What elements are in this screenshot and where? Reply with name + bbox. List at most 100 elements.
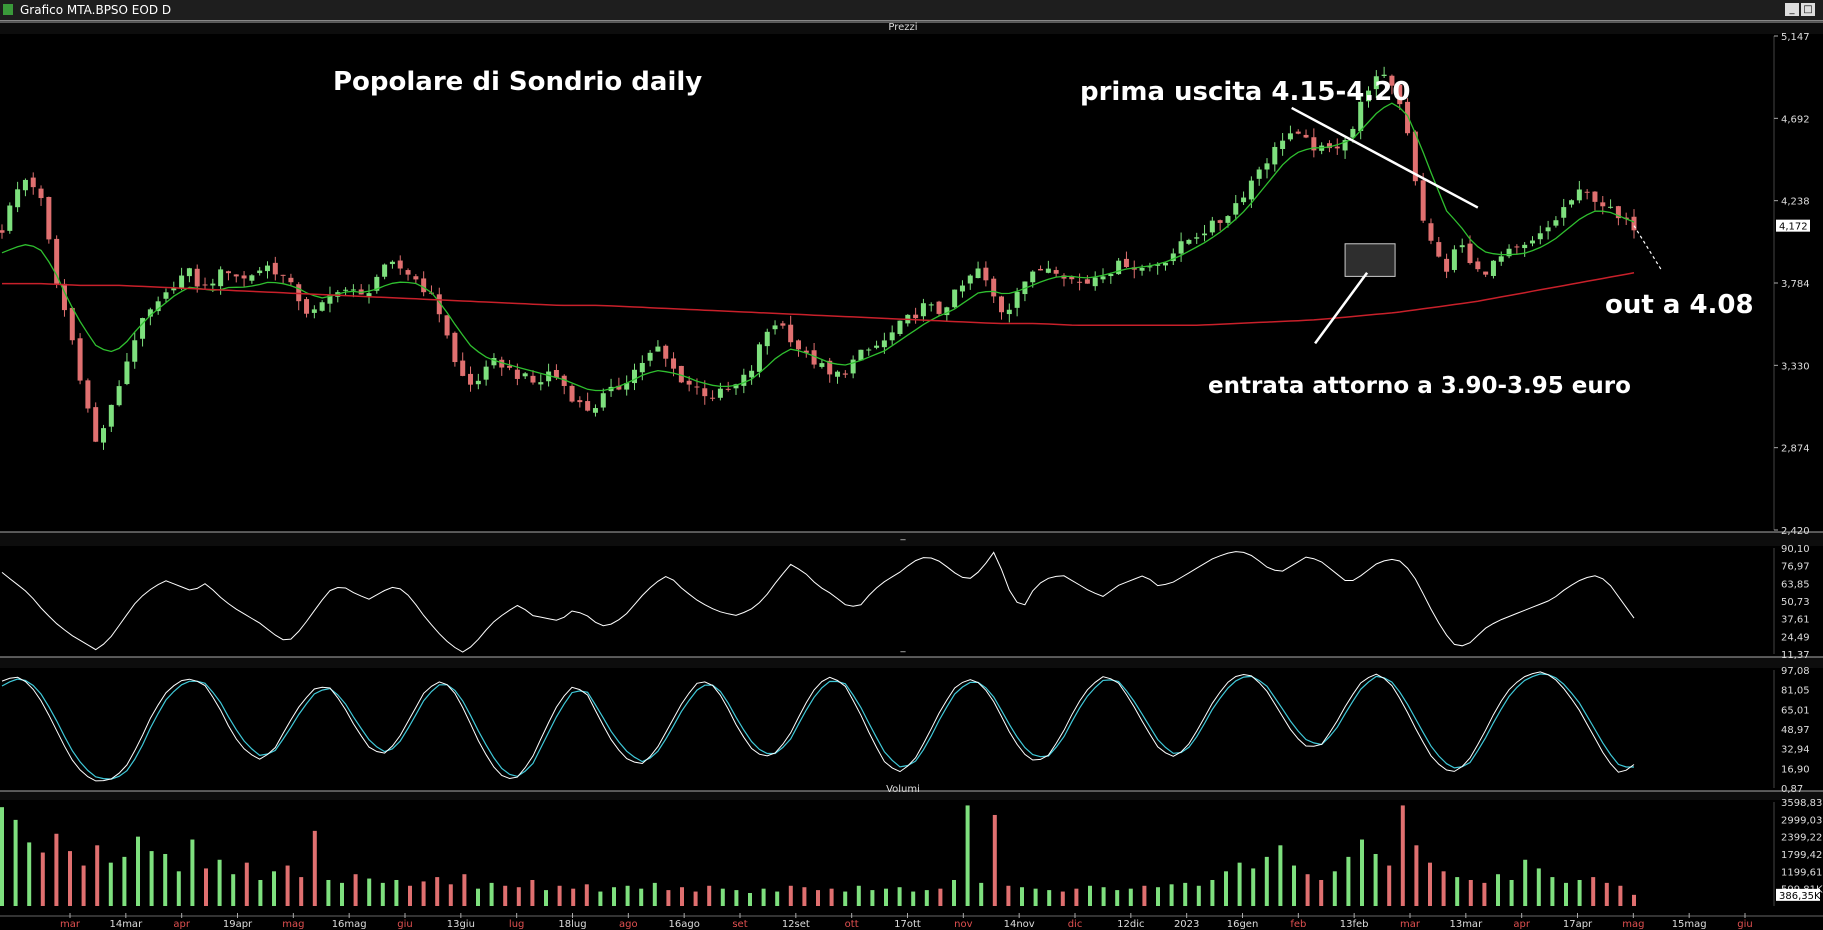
volume-bar — [1482, 882, 1487, 906]
time-tick-label: feb — [1290, 919, 1306, 930]
candle-body — [1108, 274, 1114, 277]
last-volume-label: 386,35K — [1779, 891, 1821, 902]
candle-body — [616, 385, 622, 390]
candle-body — [866, 349, 872, 351]
candle-body — [975, 268, 981, 279]
candle-body — [1334, 146, 1340, 149]
time-tick-label: 13feb — [1340, 919, 1369, 930]
volume-bar — [1251, 868, 1256, 906]
volume-bar — [204, 868, 208, 906]
time-tick-label: ago — [619, 919, 638, 930]
time-tick-label: nov — [954, 919, 972, 930]
time-tick-label: ott — [845, 919, 859, 930]
minimize-button[interactable]: _ — [1785, 3, 1799, 16]
volume-bar — [503, 885, 508, 906]
candle-body — [1576, 189, 1582, 201]
volume-bar — [992, 814, 997, 906]
time-tick-label: mag — [282, 919, 304, 930]
candle-body — [499, 359, 505, 368]
candle-body — [1561, 207, 1567, 218]
candle-body — [827, 360, 833, 375]
volume-bar — [0, 807, 4, 906]
last-price-label: 4,172 — [1779, 222, 1808, 233]
candle-body — [405, 270, 411, 275]
candle-body — [671, 358, 677, 369]
candle-body — [1287, 133, 1293, 140]
time-tick-label: lug — [509, 919, 524, 930]
stoch-tick-label: 16,90 — [1781, 764, 1810, 775]
volume-bar — [897, 887, 902, 906]
time-tick-label: 12set — [782, 919, 810, 930]
candle-body — [1358, 101, 1364, 132]
volume-bar — [843, 891, 848, 906]
price-header — [0, 22, 1823, 34]
candle-body — [225, 271, 231, 274]
time-tick-label: giu — [397, 919, 412, 930]
rsi-panel-label: _ — [900, 530, 907, 541]
candle-body — [1295, 131, 1301, 134]
candle-body — [1100, 276, 1106, 280]
rsi-header — [0, 532, 1823, 546]
candle-body — [1506, 248, 1512, 257]
volume-bar — [802, 887, 807, 906]
candle-body — [1444, 258, 1450, 272]
volume-bar — [462, 874, 467, 906]
volume-bar — [1156, 887, 1160, 906]
entry-box — [1344, 243, 1396, 277]
volume-bar — [1292, 865, 1296, 906]
volume-bar — [1373, 853, 1378, 906]
candle-body — [624, 383, 630, 390]
volume-bar — [489, 882, 494, 906]
candle-body — [233, 274, 239, 277]
volume-bar — [1020, 887, 1024, 906]
time-tick-label: 16mag — [332, 919, 367, 930]
candle-body — [468, 373, 474, 385]
candle-body — [561, 375, 567, 386]
candle-body — [1483, 271, 1489, 275]
candle-body — [569, 385, 575, 402]
exit-trendline — [1291, 106, 1479, 209]
candle-body — [631, 369, 637, 384]
candle-body — [1069, 276, 1075, 280]
rsi-tick-label: 63,85 — [1781, 579, 1810, 590]
volume-bar — [1441, 871, 1446, 906]
volume-bar — [598, 891, 603, 906]
volume-bar — [190, 839, 195, 906]
candle-body — [1147, 266, 1153, 268]
candle-body — [999, 296, 1005, 313]
volume-bar — [1550, 877, 1555, 906]
stochastic-signal-line — [1, 673, 1634, 780]
price-tick-label: 2,874 — [1781, 444, 1810, 455]
candle-body — [319, 302, 325, 311]
volume-bar — [1142, 885, 1147, 906]
candle-body — [22, 179, 28, 191]
maximize-button[interactable]: □ — [1801, 3, 1815, 16]
time-tick-label: apr — [173, 919, 190, 930]
volume-bar — [40, 852, 45, 906]
volume-bar — [1319, 879, 1324, 906]
volume-tick-label: 2399,22K — [1781, 833, 1823, 844]
candle-body — [140, 318, 146, 339]
volume-bar — [435, 877, 440, 906]
candle-body — [546, 371, 552, 382]
time-tick-label: 13giu — [447, 919, 475, 930]
candle-body — [1326, 143, 1332, 149]
volume-bar — [1278, 845, 1283, 906]
candle-body — [850, 359, 856, 374]
candle-body — [756, 344, 762, 372]
candle-body — [920, 303, 926, 317]
candle-body — [1311, 137, 1317, 151]
volume-bar — [1060, 891, 1065, 906]
candle-body — [647, 352, 653, 361]
volume-bar — [761, 888, 766, 906]
time-tick-label: 18lug — [558, 919, 586, 930]
candle-body — [421, 278, 427, 293]
candle-body — [1202, 233, 1208, 236]
volume-bar — [1564, 882, 1568, 906]
candle-body — [30, 177, 36, 188]
volume-bar — [163, 853, 168, 906]
volume-bar — [788, 885, 793, 906]
rsi-tick-label: 37,61 — [1781, 615, 1810, 626]
candle-body — [1553, 220, 1559, 226]
candle-body — [241, 275, 247, 279]
